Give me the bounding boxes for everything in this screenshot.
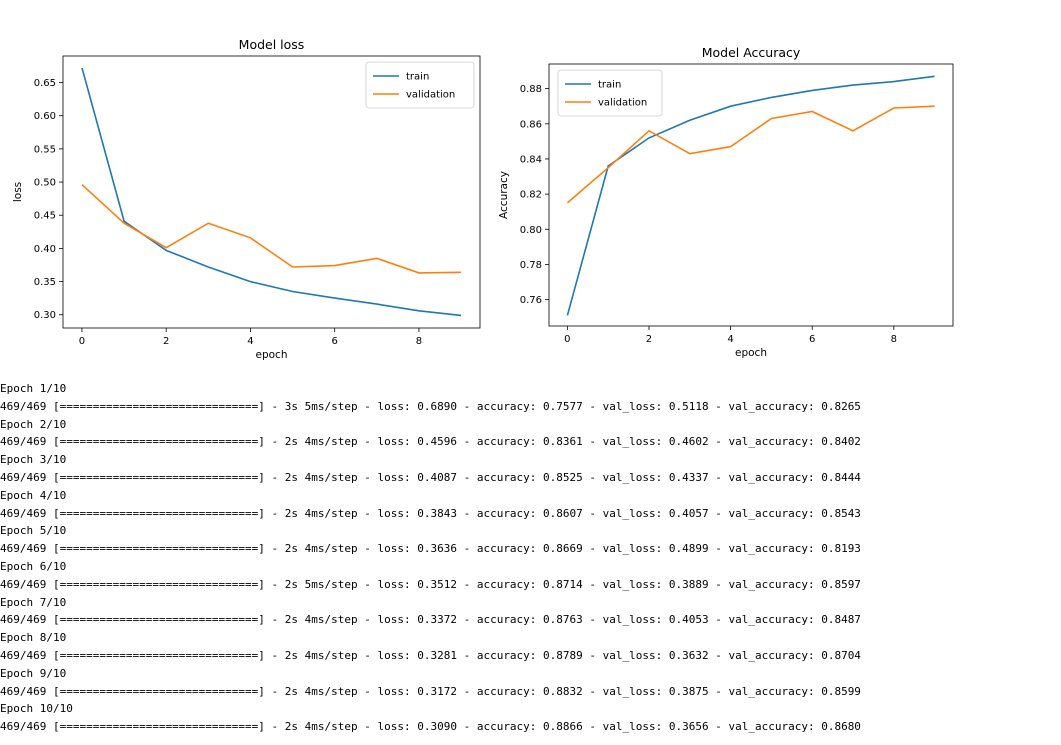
x-tick-label: 2 bbox=[646, 334, 652, 345]
log-line: 469/469 [==============================]… bbox=[0, 506, 861, 520]
y-tick-label: 0.86 bbox=[520, 119, 542, 130]
y-tick-label: 0.60 bbox=[34, 111, 56, 122]
log-line: Epoch 3/10 bbox=[0, 453, 67, 467]
y-axis-label: Accuracy bbox=[498, 171, 510, 219]
log-line: Epoch 10/10 bbox=[0, 702, 73, 716]
y-tick-label: 0.76 bbox=[520, 295, 542, 306]
log-line: 469/469 [==============================]… bbox=[0, 720, 861, 734]
y-tick-label: 0.30 bbox=[34, 310, 56, 321]
legend-box bbox=[365, 61, 475, 109]
x-axis-label: epoch bbox=[256, 349, 288, 361]
legend-label-train: train bbox=[406, 72, 429, 83]
y-tick-label: 0.40 bbox=[34, 244, 56, 255]
x-tick-label: 4 bbox=[727, 334, 733, 345]
legend-label-validation: validation bbox=[406, 90, 455, 101]
log-line: 469/469 [==============================]… bbox=[0, 613, 861, 627]
log-line: Epoch 1/10 bbox=[0, 382, 67, 395]
log-line: Epoch 8/10 bbox=[0, 631, 67, 645]
x-tick-label: 6 bbox=[331, 336, 337, 347]
log-line: Epoch 9/10 bbox=[0, 666, 67, 680]
chart-title: Model Accuracy bbox=[702, 45, 801, 60]
log-line: 469/469 [==============================]… bbox=[0, 648, 861, 662]
log-line: 469/469 [==============================]… bbox=[0, 684, 861, 698]
log-line: Epoch 4/10 bbox=[0, 488, 67, 502]
accuracy-chart: Model Accuracy 0 2 4 6 8 0.76 0.78 0.80 0.82 0.84 0… bbox=[498, 45, 954, 359]
series-line-train bbox=[566, 75, 935, 316]
x-tick-label: 4 bbox=[247, 336, 253, 347]
log-line: 469/469 [==============================]… bbox=[0, 399, 861, 413]
log-line: Epoch 5/10 bbox=[0, 524, 67, 538]
y-tick-label: 0.88 bbox=[520, 84, 542, 95]
loss-chart: Model loss 0 2 4 6 8 0.30 0.35 0.40 0.45 0.50 0.55 0… bbox=[12, 37, 481, 361]
y-tick-label: 0.55 bbox=[34, 144, 56, 155]
y-tick-label: 0.84 bbox=[520, 154, 542, 165]
chart-title: Model loss bbox=[239, 37, 305, 52]
y-tick-label: 0.35 bbox=[34, 277, 56, 288]
log-line: Epoch 2/10 bbox=[0, 417, 67, 431]
y-tick-label: 0.82 bbox=[520, 190, 542, 201]
x-tick-label: 8 bbox=[891, 334, 897, 345]
series-line-validation bbox=[81, 184, 462, 274]
x-tick-label: 0 bbox=[564, 334, 570, 345]
log-line: Epoch 7/10 bbox=[0, 595, 67, 609]
log-line: Epoch 6/10 bbox=[0, 559, 67, 573]
y-tick-label: 0.50 bbox=[34, 178, 56, 189]
x-tick-label: 8 bbox=[416, 336, 422, 347]
x-tick-label: 2 bbox=[163, 336, 169, 347]
log-line: 469/469 [==============================]… bbox=[0, 435, 861, 449]
series-line-validation bbox=[566, 105, 935, 204]
y-tick-label: 0.80 bbox=[520, 225, 542, 236]
y-tick-label: 0.65 bbox=[34, 78, 56, 89]
log-line: 469/469 [==============================]… bbox=[0, 577, 861, 591]
y-axis-label: loss bbox=[12, 182, 24, 202]
log-line: 469/469 [==============================]… bbox=[0, 542, 861, 556]
legend-label-validation: validation bbox=[598, 98, 647, 109]
x-axis-label: epoch bbox=[735, 347, 767, 359]
plot-frame bbox=[548, 63, 954, 327]
plot-frame bbox=[62, 55, 481, 329]
y-tick-label: 0.78 bbox=[520, 260, 542, 271]
x-tick-label: 6 bbox=[809, 334, 815, 345]
x-tick-label: 0 bbox=[79, 336, 85, 347]
legend-box bbox=[557, 69, 663, 117]
y-tick-label: 0.45 bbox=[34, 211, 56, 222]
training-log: Epoch 1/10 469/469 [=====================… bbox=[0, 380, 861, 736]
log-line: 469/469 [==============================]… bbox=[0, 470, 861, 484]
legend-label-train: train bbox=[598, 80, 621, 91]
